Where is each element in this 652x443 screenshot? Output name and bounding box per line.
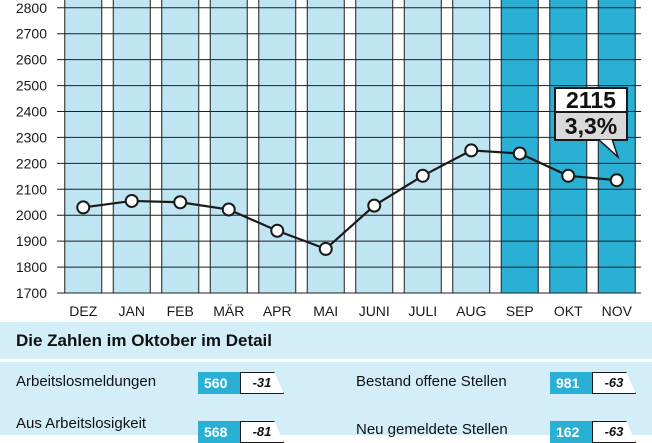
x-tick-dez: DEZ [69,303,97,319]
stat-delta-bestand-offene-stellen: -63 [592,372,636,394]
data-point-mai [318,241,333,256]
x-tick-juni: JUNI [359,303,390,319]
stat-delta-neu-gemeldete-stellen: -63 [592,421,636,443]
bar-juli [403,0,442,294]
y-tick-2300: 2300 [16,129,47,145]
detail-divider [0,359,652,362]
y-tick-1700: 1700 [16,285,47,301]
data-point-juni [367,198,382,213]
y-tick-2500: 2500 [16,78,47,94]
y-tick-2200: 2200 [16,155,47,171]
data-point-okt [561,168,576,183]
data-point-jan [124,193,139,208]
y-tick-1900: 1900 [16,233,47,249]
bar-jan [112,0,151,294]
bar-juni [355,0,394,294]
x-tick-mar: MÄR [213,303,244,319]
bar-mar [209,0,248,294]
series-line-0 [83,149,617,251]
x-tick-nov: NOV [602,303,633,319]
stat-delta-aus-arbeitslosigkeit: -81 [240,421,284,443]
x-tick-mai: MAI [313,303,338,319]
x-tick-jan: JAN [119,303,145,319]
data-point-dez [76,200,91,215]
y-tick-2800: 2800 [16,0,47,16]
data-point-juli [415,168,430,183]
callout-value: 2115 [554,87,628,113]
stat-label-arbeitslosmeldungen: Arbeitslosmeldungen [16,373,157,390]
data-point-apr [270,223,285,238]
bar-dez [64,0,103,294]
data-point-nov [609,173,624,188]
data-point-mar [221,202,236,217]
x-tick-aug: AUG [456,303,486,319]
x-tick-apr: APR [263,303,292,319]
callout-percent: 3,3% [554,113,628,141]
bar-feb [161,0,200,294]
x-tick-juli: JULI [408,303,437,319]
data-point-feb [173,195,188,210]
y-tick-1800: 1800 [16,259,47,275]
bar-nov [597,0,636,294]
stat-label-bestand-offene-stellen: Bestand offene Stellen [356,373,507,390]
line-chart: 1700 1800 1900 2000 2100 2200 2300 2400 2500 2600… [16,0,641,319]
y-tick-2600: 2600 [16,52,47,68]
y-tick-2100: 2100 [16,181,47,197]
stat-label-neu-gemeldete-stellen: Neu gemeldete Stellen [356,421,508,438]
chart-area: 1700 1800 1900 2000 2100 2200 2300 2400 2500 2600… [16,0,641,319]
data-point-aug [464,143,479,158]
stat-label-aus-arbeitslosigkeit: Aus Arbeitslosigkeit [16,415,147,432]
x-tick-sep: SEP [506,303,534,319]
y-tick-2400: 2400 [16,103,47,119]
bar-apr [258,0,297,294]
x-tick-okt: OKT [554,303,583,319]
callout-pointer [598,139,620,160]
stat-delta-arbeitslosmeldungen: -31 [240,372,284,394]
y-tick-2700: 2700 [16,26,47,42]
bar-okt [549,0,588,294]
y-tick-2000: 2000 [16,207,47,223]
detail-panel: Die Zahlen im Oktober im Detail Arbeitsl… [0,322,652,443]
detail-title: Die Zahlen im Oktober im Detail [16,331,273,350]
bar-sep [500,0,539,294]
x-tick-feb: FEB [167,303,194,319]
data-point-sep [512,146,527,161]
